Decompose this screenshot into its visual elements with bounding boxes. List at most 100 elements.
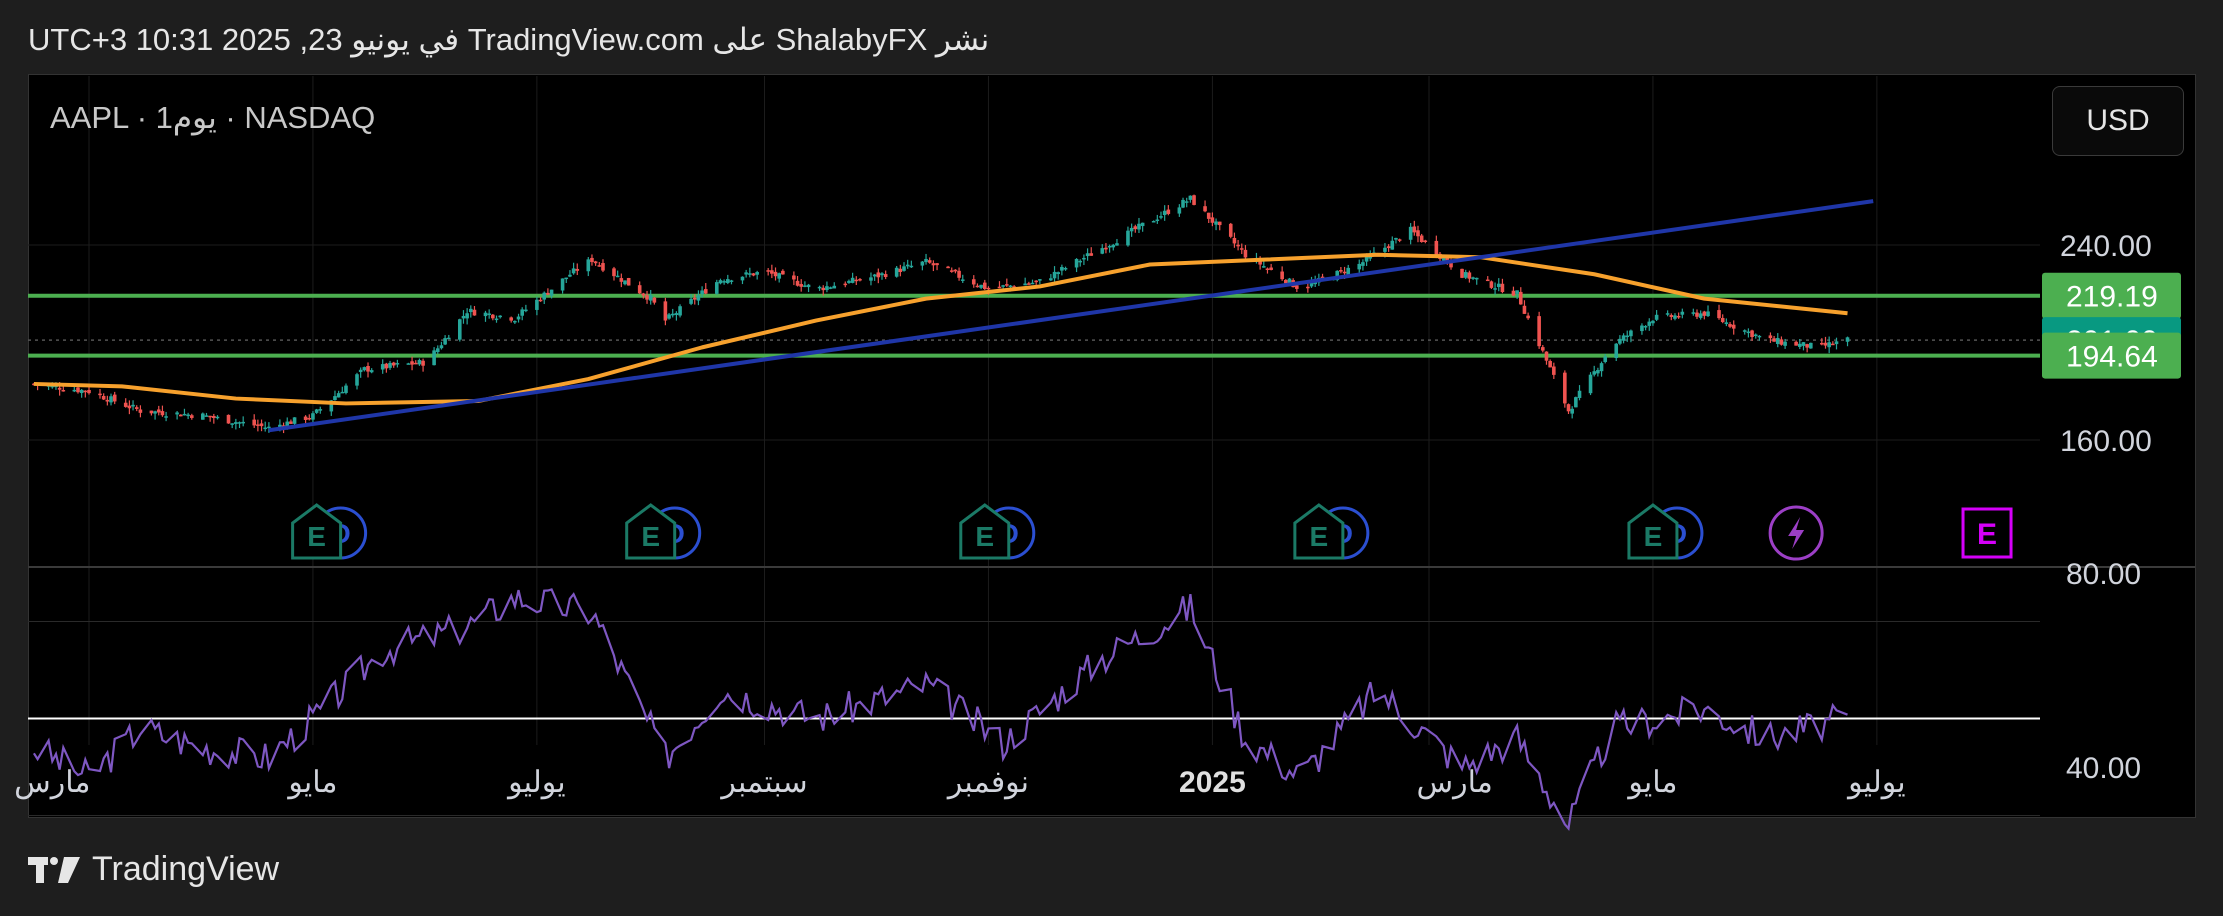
candle [1541, 347, 1545, 351]
candle [1574, 397, 1578, 408]
candle [443, 338, 447, 345]
candle [821, 287, 826, 291]
candle [340, 391, 345, 394]
candle [131, 404, 135, 407]
candle [79, 389, 84, 394]
candle [1023, 283, 1027, 286]
candle [1177, 207, 1182, 214]
candle [1284, 279, 1288, 284]
candle [1724, 322, 1729, 325]
candle [1397, 239, 1402, 241]
candle [98, 393, 102, 396]
candle [112, 394, 117, 402]
candle [1753, 334, 1758, 337]
candle [1049, 278, 1053, 281]
candle [883, 274, 888, 278]
candle [483, 312, 488, 317]
candle [1471, 277, 1475, 279]
candle [72, 389, 77, 392]
candle [766, 270, 770, 272]
currency-button[interactable]: USD [2052, 86, 2184, 156]
candle [1416, 230, 1420, 237]
candle [1772, 338, 1776, 342]
candle [1111, 244, 1116, 248]
candle [979, 284, 983, 288]
candle [1746, 331, 1751, 334]
candle [560, 278, 565, 291]
candle [586, 259, 591, 272]
candle [215, 416, 220, 419]
candle [1188, 195, 1193, 200]
candle [160, 411, 165, 416]
candle [872, 274, 877, 277]
candle [1357, 263, 1362, 270]
candle [1783, 341, 1787, 346]
candle [175, 412, 179, 415]
candle [263, 427, 268, 430]
candle [1184, 201, 1189, 203]
candle [303, 416, 308, 420]
candle [1643, 326, 1648, 328]
candle [1217, 221, 1222, 226]
candle [1074, 258, 1079, 268]
candle [850, 277, 855, 283]
candle [1140, 222, 1145, 227]
lightning-icon [1788, 517, 1805, 549]
candle [825, 286, 829, 291]
candle [615, 275, 620, 278]
candle [960, 279, 965, 281]
candle [1500, 283, 1505, 293]
candle [1625, 335, 1630, 338]
candle [538, 299, 543, 302]
candle [1129, 227, 1134, 232]
price-tag [2042, 332, 2181, 379]
candle [1038, 279, 1042, 281]
rsi-tick-label: 80.00 [2066, 558, 2141, 591]
event-markers: DEDEDEDEDEE [291, 503, 2013, 561]
candle [465, 313, 469, 319]
candle [1005, 284, 1009, 286]
candle [1166, 209, 1171, 214]
candle [1485, 279, 1490, 282]
candle [226, 414, 231, 424]
candle [153, 411, 157, 414]
candle [803, 285, 807, 287]
candle [1214, 221, 1218, 225]
candle [1797, 343, 1802, 347]
candle [138, 409, 143, 413]
candle [1159, 216, 1163, 218]
candle [461, 315, 466, 319]
candle [406, 363, 411, 365]
chart-frame[interactable] [28, 74, 2196, 818]
candle [770, 270, 774, 274]
candle [593, 261, 598, 264]
candle [601, 263, 605, 271]
candle [1691, 312, 1696, 314]
candle [1287, 278, 1292, 285]
candle [1596, 370, 1600, 374]
candle [1563, 372, 1567, 404]
candle [362, 367, 367, 371]
candle [564, 277, 569, 280]
candle [1063, 267, 1068, 270]
symbol-label[interactable]: AAPL · 1يوم · NASDAQ [50, 100, 376, 135]
time-tick-label: مارس [14, 766, 90, 800]
candle [1463, 272, 1468, 278]
candle [1361, 262, 1365, 266]
candle [535, 299, 539, 310]
candle [946, 266, 950, 269]
candle [241, 421, 245, 424]
earnings-letter: E [641, 521, 660, 552]
candle [1151, 221, 1156, 223]
candle [413, 362, 418, 365]
candle [1008, 285, 1013, 288]
candle [333, 396, 337, 401]
candle [1706, 311, 1710, 317]
rsi-pane: 80.00 40.00 [28, 558, 2195, 831]
candle [1537, 316, 1541, 347]
candle [516, 316, 521, 320]
candle [982, 282, 987, 289]
candle [648, 295, 653, 301]
candle [237, 422, 242, 424]
